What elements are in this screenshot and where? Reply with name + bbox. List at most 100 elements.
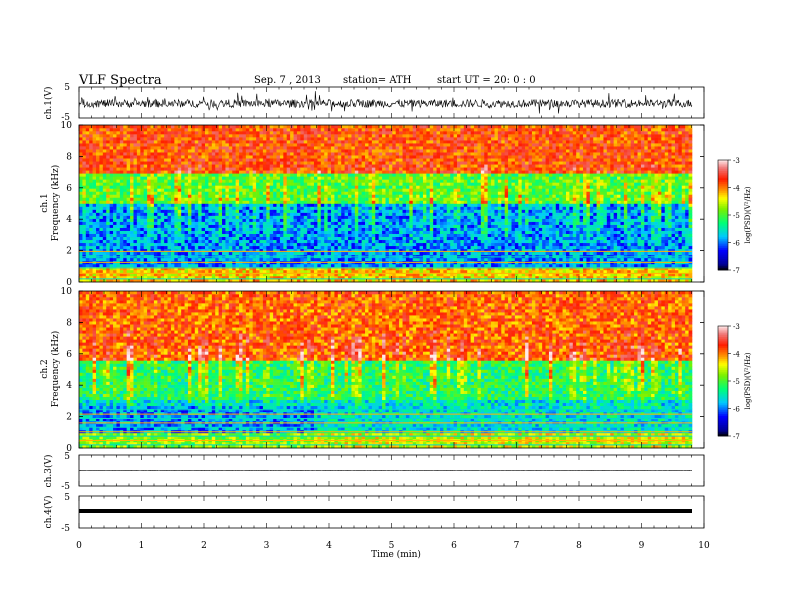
spectrogram-cell <box>168 222 172 225</box>
spectrogram-cell <box>82 234 86 237</box>
spectrogram-cell <box>205 234 209 237</box>
spectrogram-cell <box>365 134 369 137</box>
spectrogram-cell <box>273 222 277 225</box>
spectrogram-cell <box>171 167 175 170</box>
spectrogram-cell <box>294 210 298 213</box>
spectrogram-cell <box>127 146 131 149</box>
spectrogram-cell <box>106 194 110 197</box>
spectrogram-cell <box>198 234 202 237</box>
spectrogram-cell <box>372 234 376 237</box>
spectrogram-cell <box>375 216 379 219</box>
spectrogram-cell <box>103 258 107 261</box>
spectrogram-cell <box>236 161 240 164</box>
spectrogram-cell <box>259 131 263 134</box>
spectrogram-cell <box>137 191 141 194</box>
spectrogram-cell <box>154 240 158 243</box>
spectrogram-cell <box>151 170 155 173</box>
spectrogram-cell <box>161 149 165 152</box>
spectrogram-cell <box>198 131 202 134</box>
spectrogram-cell <box>130 200 134 203</box>
spectrogram-cell <box>355 131 359 134</box>
spectrogram-cell <box>331 222 335 225</box>
spectrogram-cell <box>263 191 267 194</box>
spectrogram-cell <box>164 231 168 234</box>
spectrogram-cell <box>236 128 240 131</box>
spectrogram-cell <box>157 207 161 210</box>
spectrogram-cell <box>341 237 345 240</box>
spectrogram-cell <box>368 234 372 237</box>
spectrogram-cell <box>151 143 155 146</box>
spectrogram-cell <box>154 246 158 249</box>
spectrogram-cell <box>123 252 127 255</box>
spectrogram-cell <box>215 231 219 234</box>
spectrogram-cell <box>294 197 298 200</box>
spectrogram-cell <box>266 258 270 261</box>
spectrogram-cell <box>317 155 321 158</box>
spectrogram-cell <box>140 243 144 246</box>
spectrogram-cell <box>174 182 178 185</box>
spectrogram-cell <box>113 258 117 261</box>
spectrogram-cell <box>137 204 141 207</box>
spectrogram-cell <box>242 231 246 234</box>
spectrogram-cell <box>113 185 117 188</box>
spectrogram-cell <box>99 216 103 219</box>
spectrogram-cell <box>334 264 338 267</box>
spectrogram-cell <box>236 234 240 237</box>
spectrogram-cell <box>242 200 246 203</box>
spectrogram-cell <box>317 197 321 200</box>
spectrogram-cell <box>171 161 175 164</box>
spectrogram-cell <box>205 152 209 155</box>
spectrogram-cell <box>266 140 270 143</box>
spectrogram-cell <box>249 237 253 240</box>
spectrogram-cell <box>113 152 117 155</box>
spectrogram-cell <box>232 137 236 140</box>
spectrogram-cell <box>355 161 359 164</box>
spectrogram-cell <box>154 188 158 191</box>
spectrogram-cell <box>171 258 175 261</box>
spectrogram-cell <box>328 228 332 231</box>
spectrogram-cell <box>116 185 120 188</box>
spectrogram-cell <box>96 188 100 191</box>
spectrogram-cell <box>79 143 83 146</box>
spectrogram-cell <box>89 185 93 188</box>
spectrogram-cell <box>324 210 328 213</box>
spectrogram-cell <box>389 200 393 203</box>
spectrogram-cell <box>89 155 93 158</box>
spectrogram-cell <box>355 225 359 228</box>
spectrogram-cell <box>321 204 325 207</box>
spectrogram-cell <box>215 188 219 191</box>
spectrogram-cell <box>222 167 226 170</box>
spectrogram-cell <box>120 200 124 203</box>
spectrogram-cell <box>389 243 393 246</box>
spectrogram-cell <box>137 231 141 234</box>
spectrogram-cell <box>396 155 400 158</box>
spectrogram-cell <box>242 155 246 158</box>
spectrogram-cell <box>130 185 134 188</box>
spectrogram-cell <box>120 173 124 176</box>
spectrogram-cell <box>328 137 332 140</box>
spectrogram-cell <box>324 222 328 225</box>
spectrogram-cell <box>287 216 291 219</box>
spectrogram-cell <box>113 191 117 194</box>
spectrogram-cell <box>157 125 161 128</box>
spectrogram-cell <box>317 188 321 191</box>
spectrogram-cell <box>147 185 151 188</box>
spectrogram-cell <box>205 155 209 158</box>
spectrogram-cell <box>317 264 321 267</box>
spectrogram-cell <box>300 264 304 267</box>
spectrogram-cell <box>103 228 107 231</box>
spectrogram-cell <box>348 155 352 158</box>
spectrogram-cell <box>348 204 352 207</box>
spectrogram-cell <box>304 200 308 203</box>
spectrogram-cell <box>79 246 83 249</box>
spectrogram-cell <box>392 246 396 249</box>
spectrogram-cell <box>351 207 355 210</box>
spectrogram-cell <box>181 167 185 170</box>
spectrogram-cell <box>300 170 304 173</box>
spectrogram-cell <box>219 225 223 228</box>
spectrogram-cell <box>297 146 301 149</box>
spectrogram-cell <box>368 237 372 240</box>
spectrogram-cell <box>174 170 178 173</box>
spectrogram-cell <box>219 234 223 237</box>
spectrogram-cell <box>137 134 141 137</box>
